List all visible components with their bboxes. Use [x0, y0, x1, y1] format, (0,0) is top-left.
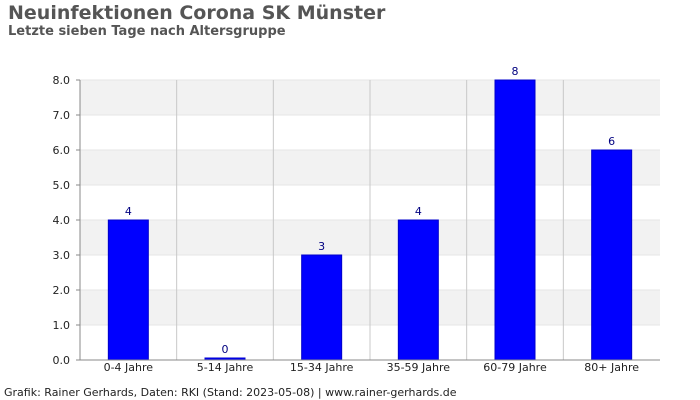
chart-title: Neuinfektionen Corona SK Münster: [8, 2, 386, 24]
bar: [591, 149, 633, 361]
data-label: 4: [125, 205, 132, 218]
y-tick-label: 6.0: [53, 144, 71, 157]
x-tick-label: 5-14 Jahre: [197, 361, 254, 374]
y-tick-label: 3.0: [53, 249, 71, 262]
data-label: 8: [512, 65, 519, 78]
y-tick-label: 1.0: [53, 319, 71, 332]
y-tick-label: 8.0: [53, 74, 71, 87]
data-label: 3: [318, 240, 325, 253]
chart-footer: Grafik: Rainer Gerhards, Daten: RKI (Sta…: [4, 386, 457, 399]
y-tick-label: 2.0: [53, 284, 71, 297]
bar: [397, 219, 439, 361]
y-tick-label: 5.0: [53, 179, 71, 192]
vertical-gridlines: [176, 80, 564, 360]
axes: [76, 79, 660, 361]
y-tick-label: 7.0: [53, 109, 71, 122]
x-tick-label: 60-79 Jahre: [483, 361, 547, 374]
data-labels: 4 0 3 4 8 6: [125, 65, 615, 356]
x-tick-label: 80+ Jahre: [584, 361, 639, 374]
y-tick-labels: 0.0 1.0 2.0 3.0 4.0 5.0 6.0 7.0 8.0: [53, 74, 71, 367]
x-tick-label: 35-59 Jahre: [387, 361, 451, 374]
data-label: 0: [222, 343, 229, 356]
x-tick-labels: 0-4 Jahre 5-14 Jahre 15-34 Jahre 35-59 Jahr…: [104, 361, 640, 374]
chart-subtitle: Letzte sieben Tage nach Altersgruppe: [8, 24, 286, 39]
data-label: 4: [415, 205, 422, 218]
x-tick-label: 15-34 Jahre: [290, 361, 354, 374]
bar: [107, 219, 149, 361]
y-tick-label: 4.0: [53, 214, 71, 227]
data-label: 6: [608, 135, 615, 148]
y-tick-label: 0.0: [53, 354, 71, 367]
bars: [107, 79, 633, 361]
x-tick-label: 0-4 Jahre: [104, 361, 154, 374]
bar: [301, 254, 343, 361]
bar: [494, 79, 536, 361]
